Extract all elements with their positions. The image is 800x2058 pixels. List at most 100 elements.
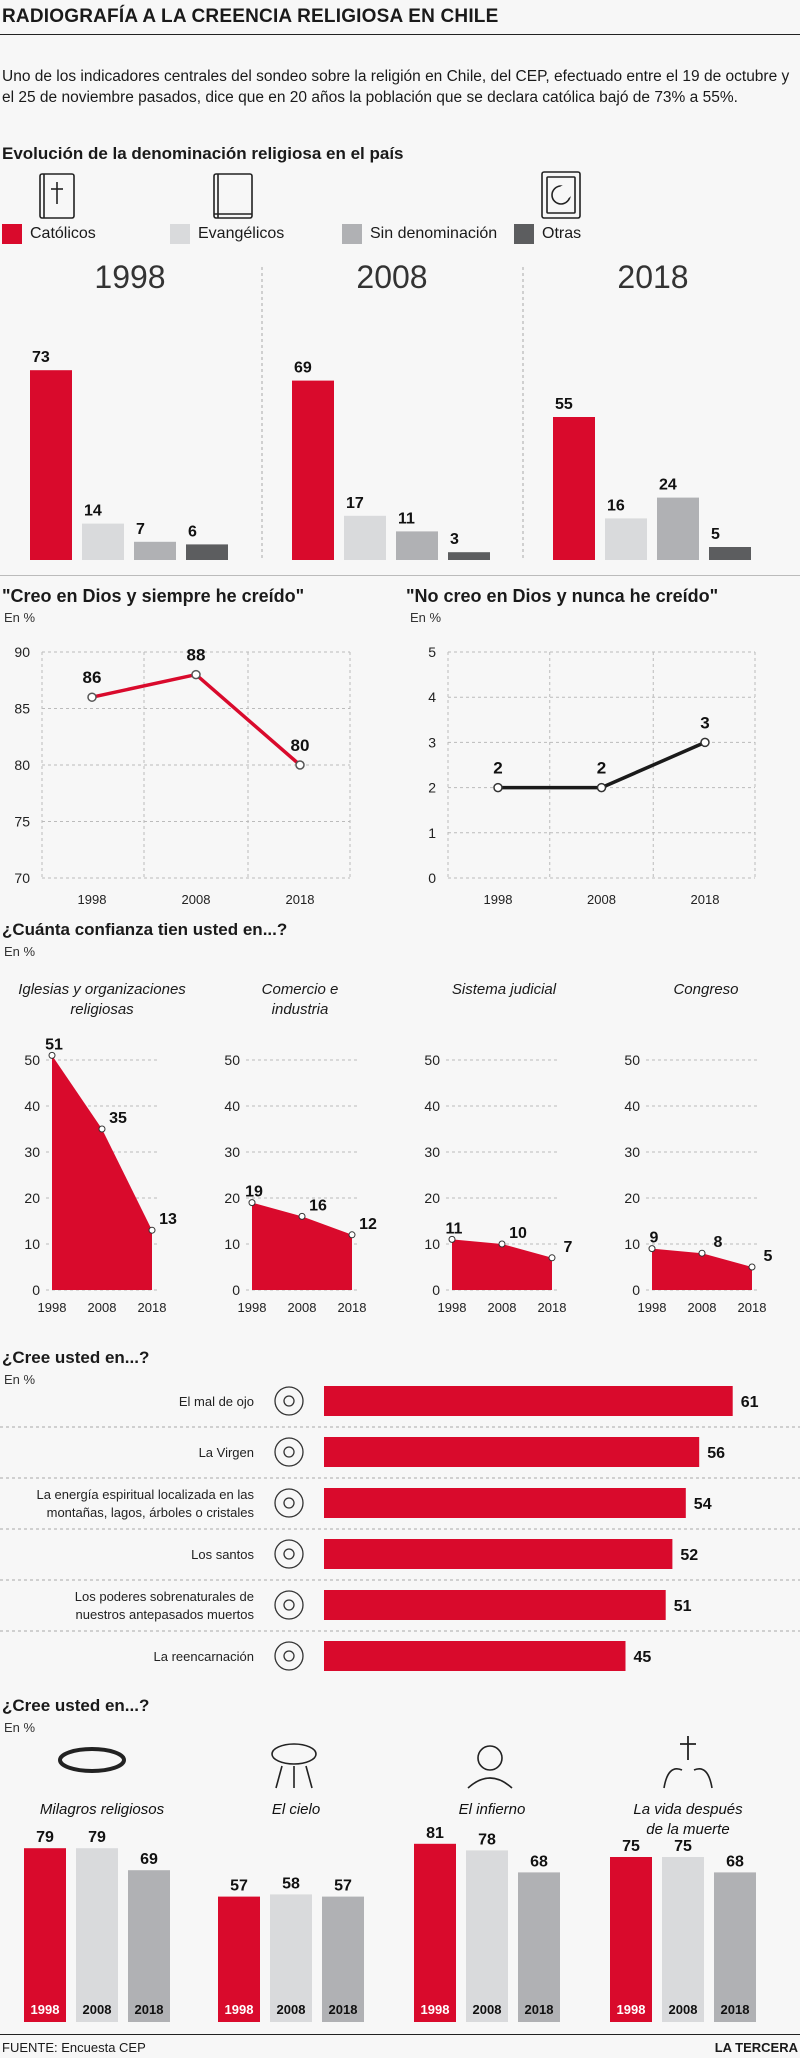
category-label: El mal de ojo [179,1394,254,1409]
data-value-label: 11 [446,1220,463,1237]
cree-title: ¿Cree usted en...? [2,1348,150,1367]
bar-year-label: 1998 [225,2002,254,2017]
x-tick-label: 2018 [138,1300,167,1315]
bar [134,541,176,560]
bar [344,515,386,560]
data-value-label: 88 [187,646,206,665]
bar [218,1896,260,2022]
denominacion-icons [39,171,581,219]
x-tick-label: 1998 [38,1300,67,1315]
bar-value-label: 58 [282,1875,300,1892]
cree-unit: En % [4,1372,36,1387]
bar-year-label: 2018 [721,2002,750,2017]
data-point [448,1235,456,1243]
legend-swatch [514,224,534,244]
bar-value-label: 69 [294,360,312,377]
area-fill [52,1055,152,1290]
y-tick-label: 30 [224,1144,240,1160]
category-icon-detail [283,1599,295,1611]
creo-line-charts: 70 75 80 85 90 86 1998 88 2008 80 2018 0 1 2 3 4 5 2 1998 2… [14,644,756,907]
category-icon [274,1641,304,1671]
legend-label: Sin denominación [370,225,498,242]
y-tick-label: 40 [24,1098,40,1114]
legend-evangelicos: Evangélicos [170,224,284,244]
category-icon-detail [283,1650,295,1662]
data-value-label: 9 [650,1230,659,1247]
group-caption: de la muerte [646,1821,729,1838]
brand-text: LA TERCERA [714,2040,798,2055]
group-caption: El infierno [459,1801,526,1818]
area-caption-comercio: Comercio e industria [261,981,339,1018]
bar [709,547,751,560]
legend-swatch [2,224,22,244]
data-point [493,782,503,793]
bar-value-label: 11 [398,510,415,527]
bar [605,518,647,560]
bar-value-label: 3 [450,531,459,548]
bar-value-label: 75 [622,1838,640,1855]
data-value-label: 10 [509,1225,527,1242]
data-value-label: 35 [109,1110,127,1127]
cree2-unit: En % [4,1720,36,1735]
halo-ring-icon [58,1747,126,1773]
bar-value-label: 16 [607,497,625,514]
bar-value-label: 55 [555,396,573,413]
y-tick-label: 70 [14,870,30,886]
bar-value-label: 17 [346,495,364,512]
bar [186,544,228,560]
data-value-label: 7 [564,1239,573,1256]
y-tick-label: 10 [624,1236,640,1252]
y-tick-label: 20 [224,1190,240,1206]
cree2-bar-chart: Milagros religiosos 79 1998 79 2008 69 2018 El … [24,1736,756,2022]
x-tick-label: 2018 [691,892,720,907]
category-icon-detail [283,1395,295,1407]
bar [128,1870,170,2022]
bar [324,1641,626,1671]
y-tick-label: 50 [224,1052,240,1068]
legend-swatch [342,224,362,244]
bar-value-label: 68 [530,1853,548,1870]
creo-unit: En % [4,610,36,625]
source-text: FUENTE: Encuesta CEP [2,2040,146,2055]
y-tick-label: 30 [624,1144,640,1160]
bar-year-label: 2008 [83,2002,112,2017]
bar [82,523,124,560]
bar [76,1848,118,2022]
title-rule [0,34,800,35]
data-point [148,1226,156,1234]
y-tick-label: 0 [428,870,436,886]
data-value-label: 80 [291,736,310,755]
bar [414,1843,456,2022]
y-tick-label: 10 [424,1236,440,1252]
data-point [48,1051,56,1059]
x-tick-label: 1998 [638,1300,667,1315]
y-tick-label: 0 [432,1282,440,1298]
y-tick-label: 50 [624,1052,640,1068]
category-label: Los poderes sobrenaturales de [75,1589,254,1604]
bar-year-label: 1998 [31,2002,60,2017]
data-value-label: 3 [700,713,709,732]
data-point [498,1240,506,1248]
bar [270,1894,312,2022]
bar-value-label: 5 [711,526,720,543]
y-tick-label: 5 [428,644,436,660]
bar [448,552,490,560]
x-tick-label: 2018 [738,1300,767,1315]
data-point [700,737,710,748]
category-icon [274,1590,304,1620]
y-tick-label: 40 [424,1098,440,1114]
data-point [295,760,305,770]
year-label: 2008 [356,259,427,295]
cree2-title: ¿Cree usted en...? [2,1696,150,1715]
y-tick-label: 80 [14,757,30,773]
praying-hands [663,1768,713,1789]
area-caption-congreso: Congreso [673,981,739,998]
x-tick-label: 1998 [484,892,513,907]
area-fill [252,1202,352,1290]
y-tick-label: 1 [428,825,436,841]
bar-value-label: 57 [334,1878,352,1895]
data-point [596,782,607,793]
bar-value-label: 45 [634,1649,652,1666]
data-value-label: 2 [597,759,606,778]
no-creo-unit: En % [410,610,442,625]
